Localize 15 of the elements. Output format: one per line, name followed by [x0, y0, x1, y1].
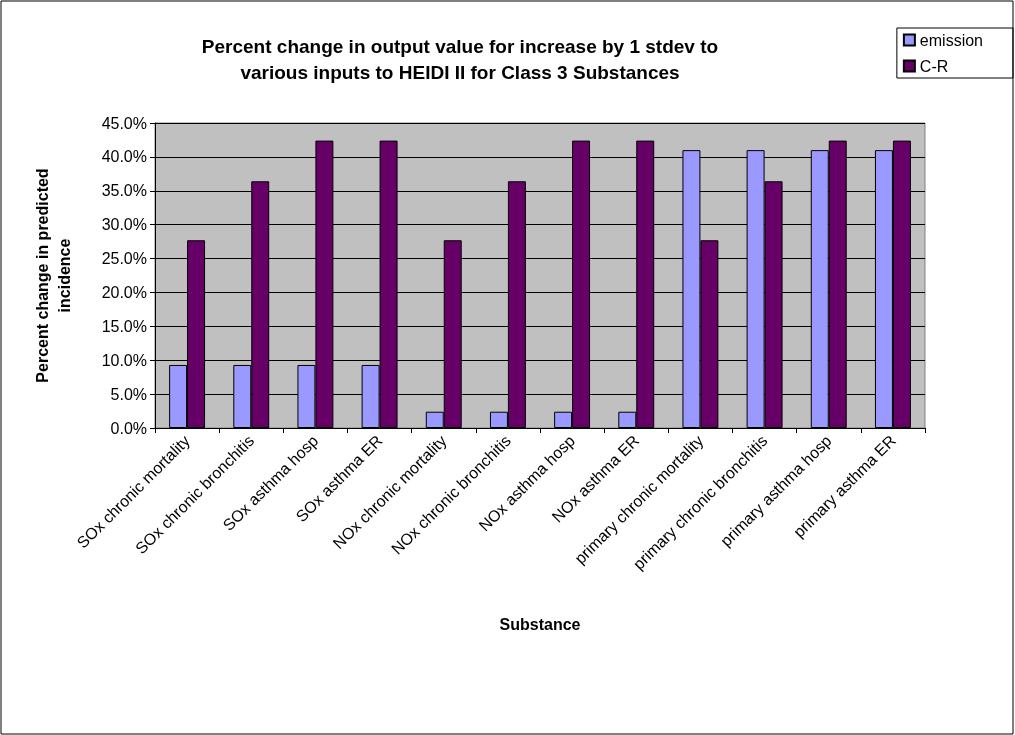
legend-label: C-R [919, 57, 949, 75]
y-axis-title: Percent change in predicted incidence [33, 168, 73, 383]
y-tick-label: 5.0% [110, 385, 147, 403]
y-tick-label: 45.0% [101, 114, 147, 132]
y-tick-label: 0.0% [110, 419, 147, 437]
y-tick-label: 25.0% [101, 250, 147, 268]
y-tick-label: 15.0% [101, 317, 147, 335]
y-tick-label: 40.0% [101, 148, 147, 166]
y-tick-label: 10.0% [101, 351, 147, 369]
x-axis-title: Substance [499, 615, 581, 633]
y-tick-label: 35.0% [101, 182, 147, 200]
y-tick-label: 20.0% [101, 283, 147, 301]
chart-title: Percent change in output value for increase by 1 stdev to various inputs to HEIDI II for Class 3 Substances [201, 35, 719, 83]
y-tick-label: 30.0% [101, 216, 147, 234]
legend-label: emission [919, 31, 984, 49]
